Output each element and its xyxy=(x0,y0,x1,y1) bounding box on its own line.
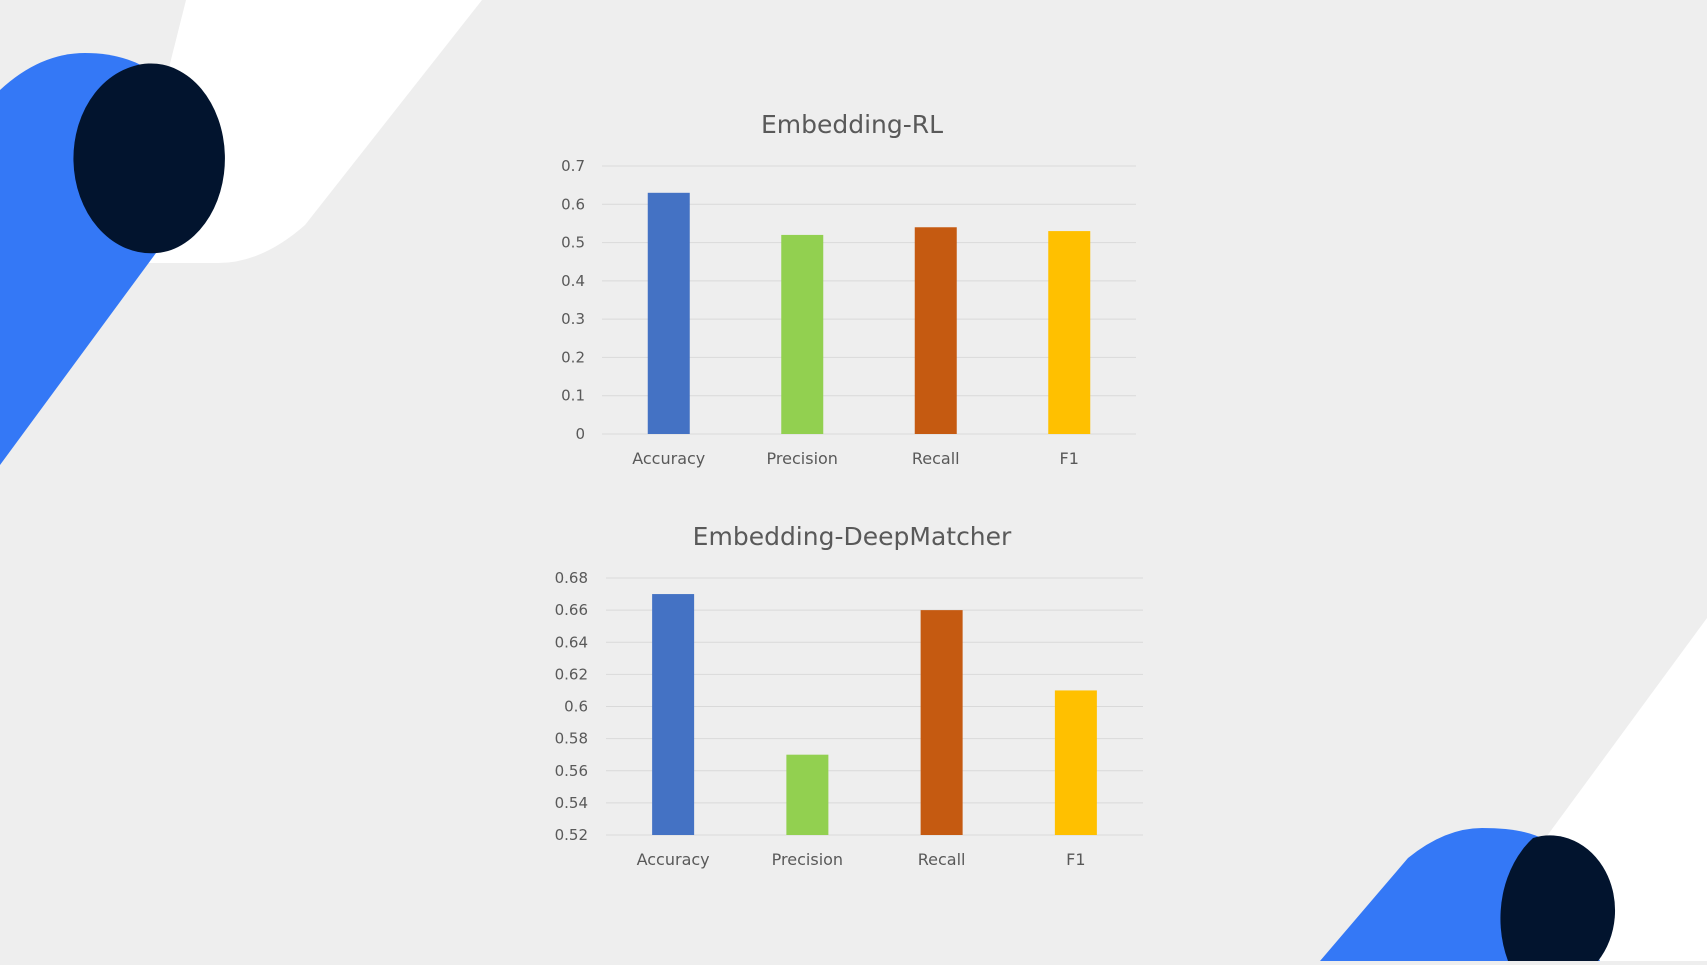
bar-accuracy xyxy=(647,192,690,434)
y-tick-label: 0.64 xyxy=(555,633,588,651)
navy-crescent xyxy=(73,63,225,254)
bar-f1 xyxy=(1054,690,1097,835)
bar-recall xyxy=(920,610,963,835)
y-tick-label: 0.1 xyxy=(561,387,585,405)
bar-f1 xyxy=(1048,231,1091,434)
x-category-label: Precision xyxy=(772,850,843,869)
y-tick-label: 0.62 xyxy=(555,665,588,683)
y-tick-label: 0.5 xyxy=(561,234,585,252)
x-category-label: Accuracy xyxy=(637,850,710,869)
chart-title: Embedding-RL xyxy=(761,110,943,139)
y-tick-label: 0.56 xyxy=(555,762,588,780)
y-tick-label: 0.7 xyxy=(561,157,585,175)
bar-recall xyxy=(914,227,957,434)
x-category-labels: Accuracy Precision Recall F1 xyxy=(632,449,1079,468)
y-tick-labels: 0 0.1 0.2 0.3 0.4 0.5 0.6 0.7 xyxy=(561,157,585,443)
bars xyxy=(647,192,1091,434)
embedding-deepmatcher-chart: Embedding-DeepMatcher 0.520.540.560.580.… xyxy=(555,522,1143,869)
y-tick-label: 0.6 xyxy=(561,195,585,213)
bar-accuracy xyxy=(652,594,695,835)
embedding-rl-chart: Embedding-RL 0 0.1 0.2 0.3 0.4 0.5 0.6 0.7 Accu… xyxy=(561,110,1136,468)
y-tick-label: 0.66 xyxy=(555,601,588,619)
y-tick-label: 0.3 xyxy=(561,310,585,328)
y-tick-label: 0.2 xyxy=(561,348,585,366)
y-tick-label: 0.68 xyxy=(555,569,588,587)
bars xyxy=(652,594,1097,835)
y-tick-labels: 0.52 0.54 0.56 0.58 0.6 0.62 0.64 0.66 0.68 xyxy=(555,569,588,844)
y-gridlines xyxy=(606,577,1143,836)
x-category-label: F1 xyxy=(1060,449,1079,468)
x-category-label: Recall xyxy=(912,449,960,468)
y-gridlines xyxy=(602,165,1136,435)
y-tick-label: 0.58 xyxy=(555,730,588,748)
y-tick-label: 0.4 xyxy=(561,272,585,290)
bottom-right-decoration xyxy=(1320,618,1707,961)
x-category-label: Accuracy xyxy=(632,449,705,468)
x-category-label: Precision xyxy=(767,449,838,468)
y-tick-label: 0.52 xyxy=(555,826,588,844)
x-category-label: Recall xyxy=(918,850,966,869)
top-left-decoration xyxy=(0,0,482,465)
white-diagonal-band xyxy=(1455,618,1707,961)
chart-title: Embedding-DeepMatcher xyxy=(693,522,1012,551)
bar-precision xyxy=(786,754,829,835)
navy-crescent xyxy=(1500,835,1616,961)
bar-precision xyxy=(781,234,824,434)
x-category-label: F1 xyxy=(1066,850,1085,869)
y-tick-label: 0.54 xyxy=(555,794,588,812)
x-category-labels: Accuracy Precision Recall F1 xyxy=(637,850,1086,869)
y-tick-label: 0 xyxy=(575,425,585,443)
y-tick-label: 0.6 xyxy=(564,698,588,716)
